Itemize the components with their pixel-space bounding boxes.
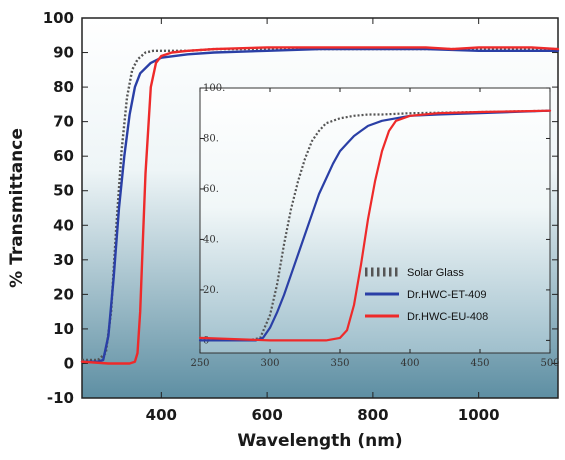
main-series-group [80,46,560,365]
legend-label-solar-glass: Solar Glass [407,267,464,279]
inset-plot-area [199,87,551,354]
inset-series-dr-hwc-eu-408 [198,109,552,342]
inset-y-tick-label: 20. [203,285,219,296]
x-axis-label: Wavelength (nm) [237,431,402,451]
main-y-tick-label: 30 [53,251,74,269]
main-x-tick-label: 1000 [458,406,500,424]
inset-y-tick-label: 60. [203,184,219,195]
legend-label-dr-hwc-et-409: Dr.HWC-ET-409 [407,289,486,301]
main-x-tick-label: 800 [357,406,388,424]
main-y-tick-label: 60 [53,147,74,165]
main-y-tick-label: 40 [53,216,74,234]
main-y-tick-label: -10 [47,389,74,407]
inset-x-tick-label: 500 [540,358,559,369]
inset-x-tick-label: 250 [190,358,209,369]
main-series-dr-hwc-et-409 [80,47,560,363]
legend-label-dr-hwc-eu-408: Dr.HWC-EU-408 [407,311,488,323]
inset-y-tick-label: 100. [203,83,225,94]
inset-y-tick-label: 80. [203,133,219,144]
main-y-tick-label: 20 [53,285,74,303]
inset-x-tick-label: 350 [330,358,349,369]
main-y-tick-label: 10 [53,320,74,338]
main-y-tick-label: 70 [53,113,74,131]
main-y-tick-label: 50 [53,182,74,200]
main-x-tick-label: 600 [251,406,282,424]
main-x-tick-label: 400 [146,406,177,424]
inset-axes: 020.40.60.80.100.250 300 350 400 450 500 [190,83,559,369]
inset-x-tick-label: 300 [260,358,279,369]
main-y-tick-label: 90 [53,44,74,62]
main-y-tick-label: 0 [64,354,74,372]
inset-x-tick-label: 400 [400,358,419,369]
inset-series-group [198,109,552,342]
inset-x-tick-label: 450 [470,358,489,369]
main-series-dr-hwc-eu-408 [80,46,560,365]
inset-y-tick-label: 40. [203,234,219,245]
y-axis-label: % Transmittance [7,128,27,288]
inset-series-dr-hwc-et-409 [198,109,552,342]
inset-series-solar-glass [200,109,551,342]
main-y-tick-label: 100 [43,9,74,27]
main-y-tick-label: 80 [53,78,74,96]
inset-legend: Solar Glass Dr.HWC-ET-409 Dr.HWC-EU-408 [365,267,488,323]
main-axes: -10 0 10 20 30 40 50 60 70 80 90 100 400 600 800 1000 [43,9,558,424]
